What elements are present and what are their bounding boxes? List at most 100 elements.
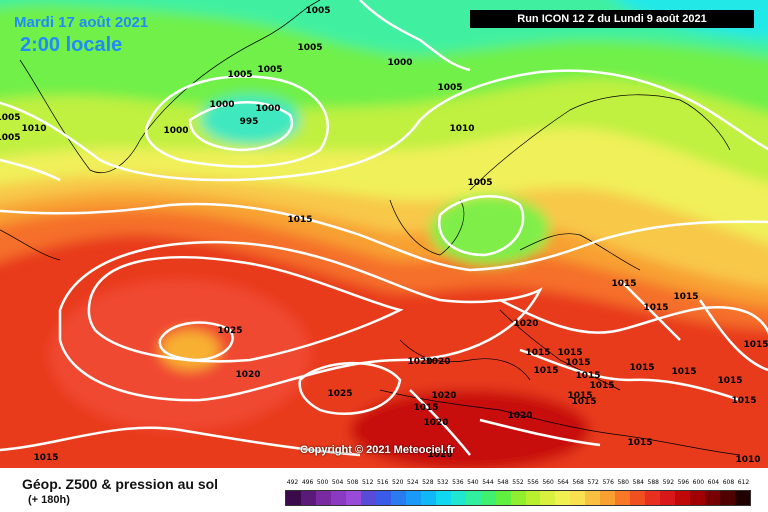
isobar-label: 1015 (413, 403, 438, 413)
legend-value: 560 (542, 479, 554, 486)
legend-value: 540 (467, 479, 479, 486)
legend-value: 520 (392, 479, 404, 486)
isobar-label: 1005 (305, 6, 330, 16)
legend-swatch (375, 491, 391, 505)
legend-labels: 492 496 500 504 508 512 516 520 524 528 532 536 540 5… (285, 479, 751, 489)
forecast-date: Mardi 17 août 2021 (14, 14, 149, 31)
isobar-label: 1025 (217, 326, 242, 336)
legend-value: 524 (407, 479, 419, 486)
legend-value: 576 (602, 479, 614, 486)
isobar-label: 1015 (33, 453, 58, 463)
isobar-label: 1010 (735, 455, 760, 465)
legend-value: 492 (286, 479, 299, 486)
legend-swatch (286, 491, 301, 505)
run-info: Run ICON 12 Z du Lundi 9 août 2021 (470, 10, 754, 28)
isobar-labels: 1005100510051005100010001000995100010051… (0, 6, 768, 465)
isobar-label: 1005 (227, 70, 252, 80)
legend-swatch (420, 491, 436, 505)
legend-swatch (450, 491, 466, 505)
isobar-label: 1025 (327, 389, 352, 399)
weather-map: 1005100510051005100010001000995100010051… (0, 0, 768, 468)
isobar-label: 1020 (431, 391, 456, 401)
isobar-label: 1000 (387, 58, 412, 68)
legend-value: 508 (346, 479, 359, 486)
legend-swatch (300, 491, 316, 505)
map-caption: Géop. Z500 & pression au sol (22, 476, 219, 492)
isobar-label: 1020 (235, 370, 260, 380)
isobar-label: 1020 (513, 319, 538, 329)
isobar-label: 1015 (743, 340, 768, 350)
legend-swatch (345, 491, 361, 505)
legend-swatch (615, 491, 631, 505)
isobar-label: 1015 (525, 348, 550, 358)
isobar-label: 1015 (611, 279, 636, 289)
legend-swatch (495, 491, 511, 505)
legend-value: 600 (692, 479, 705, 486)
legend-value: 608 (722, 479, 735, 486)
legend-value: 584 (632, 479, 644, 486)
isobar-label: 1015 (717, 376, 742, 386)
legend-value: 612 (737, 479, 750, 486)
legend-swatch (390, 491, 406, 505)
isobar-label: 995 (240, 117, 259, 127)
isobar-label: 1015 (731, 396, 756, 406)
isobar-label: 1015 (629, 363, 654, 373)
legend-value: 500 (316, 479, 329, 486)
legend-value: 564 (557, 479, 569, 486)
isobar-label: 1015 (627, 438, 652, 448)
isobar-label: 1015 (589, 381, 614, 391)
legend-value: 592 (662, 479, 675, 486)
isobar-label: 1005 (0, 133, 21, 143)
legend-swatch (600, 491, 616, 505)
legend-swatch (315, 491, 331, 505)
isobar-label: 1015 (557, 348, 582, 358)
legend-value: 528 (422, 479, 434, 486)
legend-swatches (285, 490, 751, 506)
isobar-label: 1015 (565, 358, 590, 368)
isobar-label: 1010 (21, 124, 46, 134)
isobar-label: 1000 (209, 100, 234, 110)
legend-value: 532 (437, 479, 449, 486)
legend-value: 596 (677, 479, 690, 486)
legend-value: 536 (452, 479, 464, 486)
isobar-label: 1005 (467, 178, 492, 188)
legend-value: 548 (497, 479, 509, 486)
legend-swatch (540, 491, 556, 505)
legend-value: 572 (587, 479, 599, 486)
legend-swatch (360, 491, 376, 505)
legend-swatch (690, 491, 706, 505)
isobar-label: 1015 (671, 367, 696, 377)
legend-swatch (645, 491, 661, 505)
legend-swatch (480, 491, 496, 505)
legend-value: 588 (647, 479, 659, 486)
isobar-label: 1015 (567, 391, 592, 401)
geopotential-fill (0, 0, 768, 468)
color-legend: 492 496 500 504 508 512 516 520 524 528 532 536 540 5… (285, 479, 751, 507)
isobar-label: 1020 (427, 450, 452, 460)
isobar-label: 1020 (507, 411, 532, 421)
legend-swatch (465, 491, 481, 505)
legend-value: 504 (331, 479, 344, 486)
legend-swatch (405, 491, 421, 505)
legend-swatch (630, 491, 646, 505)
isobar-label: 1000 (163, 126, 188, 136)
isobar-label: 1005 (437, 83, 462, 93)
isobar-label: 1000 (255, 104, 280, 114)
isobar-label: 1020 (407, 357, 432, 367)
isobar-label: 1005 (297, 43, 322, 53)
legend-swatch (570, 491, 586, 505)
isobars (0, 0, 768, 455)
legend-value: 552 (512, 479, 524, 486)
isobar-label: 1015 (673, 292, 698, 302)
legend-swatch (705, 491, 721, 505)
coastlines (0, 0, 741, 456)
legend-swatch (525, 491, 541, 505)
isobar-label: 1010 (449, 124, 474, 134)
isobar-label: 1005 (0, 113, 21, 123)
legend-value: 516 (376, 479, 389, 486)
legend-swatch (330, 491, 346, 505)
legend-value: 568 (572, 479, 584, 486)
isobar-label: 1015 (575, 371, 600, 381)
isobar-label: 1020 (423, 418, 448, 428)
legend-value: 512 (361, 479, 374, 486)
